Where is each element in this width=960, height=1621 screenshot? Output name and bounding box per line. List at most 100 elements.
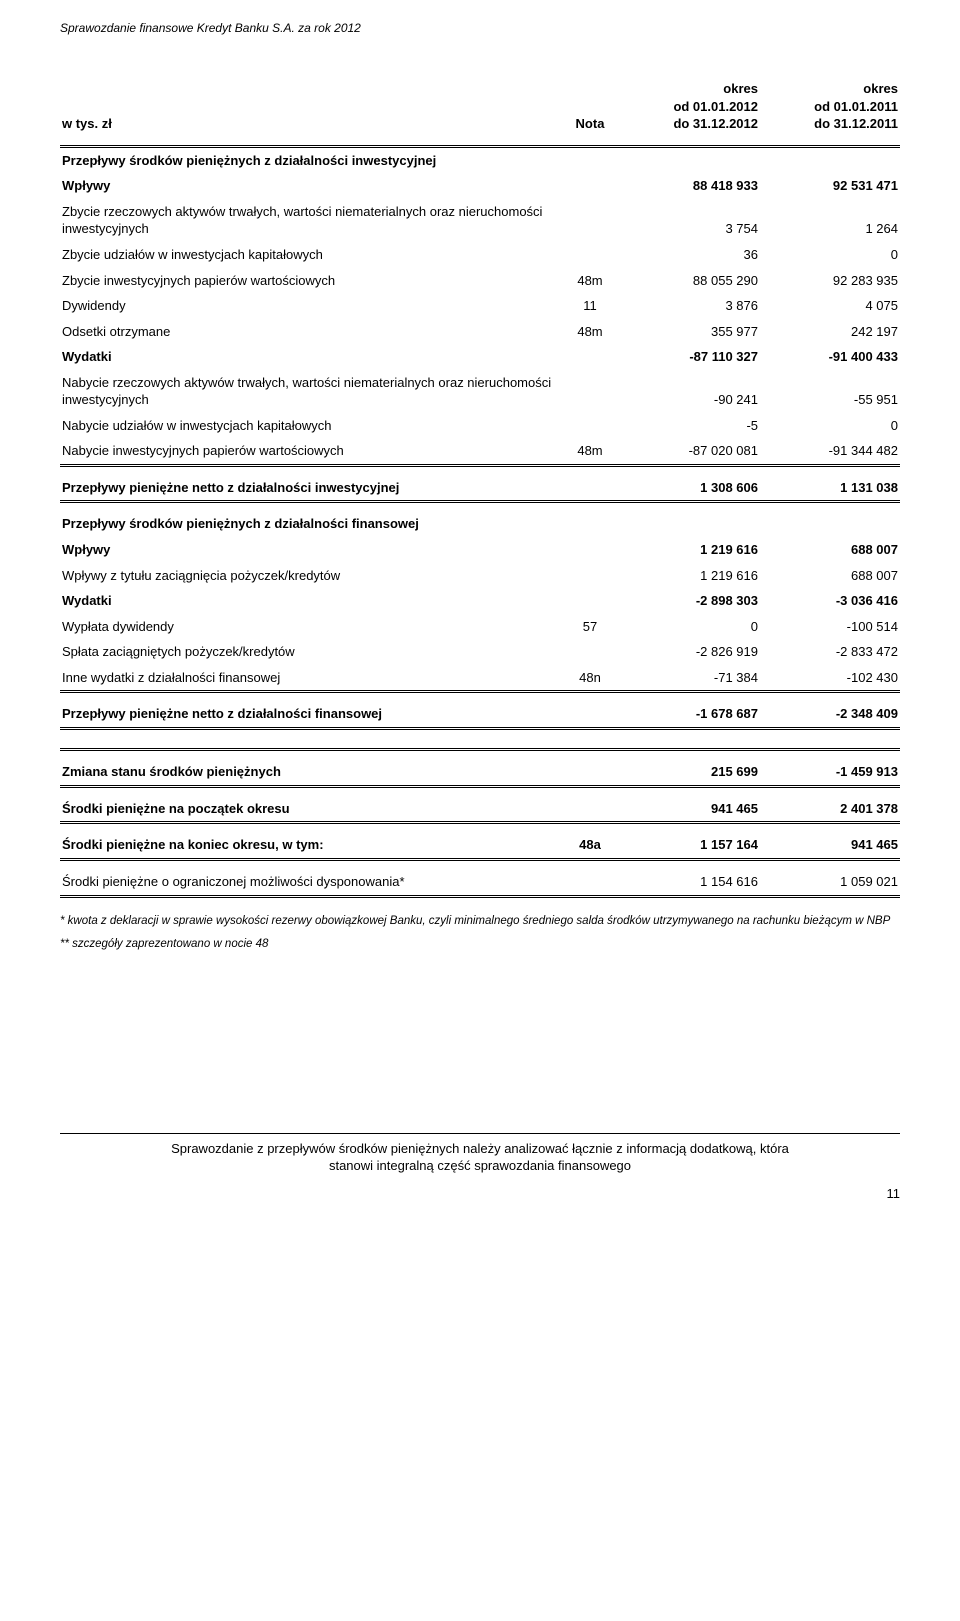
row-nota: 48m: [560, 319, 620, 345]
row-label: Zbycie udziałów w inwestycjach kapitałow…: [60, 242, 560, 268]
table-row: Środki pieniężne na początek okresu 941 4…: [60, 796, 900, 823]
row-nota: [560, 869, 620, 896]
row-label: Odsetki otrzymane: [60, 319, 560, 345]
row-value-1: 1 157 164: [620, 832, 760, 859]
row-value-1: -71 384: [620, 665, 760, 692]
table-row: Odsetki otrzymane48m355 977242 197: [60, 319, 900, 345]
row-nota: [560, 563, 620, 589]
row-value-1: 941 465: [620, 796, 760, 823]
row-nota: [560, 639, 620, 665]
row-value-1: 0: [620, 614, 760, 640]
row-nota: [560, 413, 620, 439]
row-value-1: 88 055 290: [620, 268, 760, 294]
row-value-1: -87 110 327: [620, 344, 760, 370]
row-value-1: 215 699: [620, 759, 760, 786]
footer-line2: stanowi integralną część sprawozdania fi…: [60, 1157, 900, 1175]
table-row: Inne wydatki z działalności finansowej48…: [60, 665, 900, 692]
table-row: Przepływy środków pieniężnych z działaln…: [60, 146, 900, 173]
row-value-2: -102 430: [760, 665, 900, 692]
row-value-1: 88 418 933: [620, 173, 760, 199]
period1-l1: okres: [723, 81, 758, 96]
row-value-1: 1 308 606: [620, 475, 760, 502]
row-nota: 48n: [560, 665, 620, 692]
table-row: Dywidendy113 8764 075: [60, 293, 900, 319]
row-value-2: -55 951: [760, 370, 900, 413]
row-value-1: 1 219 616: [620, 537, 760, 563]
row-value-2: 92 531 471: [760, 173, 900, 199]
table-row: Przepływy pieniężne netto z działalności…: [60, 701, 900, 728]
header-col1: w tys. zł: [62, 116, 112, 131]
row-value-2: [760, 146, 900, 173]
row-nota: [560, 537, 620, 563]
row-nota: 48m: [560, 438, 620, 465]
cashflow-table: w tys. zł Nota okres od 01.01.2012 do 31…: [60, 76, 900, 905]
row-label: Przepływy środków pieniężnych z działaln…: [60, 511, 560, 537]
row-value-1: -5: [620, 413, 760, 439]
row-label: Wydatki: [60, 344, 560, 370]
period2-l1: okres: [863, 81, 898, 96]
footer-line1: Sprawozdanie z przepływów środków pienię…: [60, 1140, 900, 1158]
row-nota: [560, 511, 620, 537]
footnote-1: * kwota z deklaracji w sprawie wysokości…: [60, 914, 900, 930]
table-row: Zbycie inwestycyjnych papierów wartościo…: [60, 268, 900, 294]
row-value-1: 1 219 616: [620, 563, 760, 589]
period1-l3: do 31.12.2012: [673, 116, 758, 131]
row-value-2: 0: [760, 413, 900, 439]
row-value-1: -1 678 687: [620, 701, 760, 728]
row-value-2: -1 459 913: [760, 759, 900, 786]
row-label: Przepływy pieniężne netto z działalności…: [60, 701, 560, 728]
table-row: Środki pieniężne na koniec okresu, w tym…: [60, 832, 900, 859]
row-value-1: -87 020 081: [620, 438, 760, 465]
row-label: Wpływy: [60, 173, 560, 199]
row-value-2: -2 833 472: [760, 639, 900, 665]
row-nota: [560, 796, 620, 823]
row-value-1: -2 826 919: [620, 639, 760, 665]
row-label: Zbycie rzeczowych aktywów trwałych, wart…: [60, 199, 560, 242]
row-value-1: [620, 146, 760, 173]
row-value-1: -2 898 303: [620, 588, 760, 614]
row-label: Dywidendy: [60, 293, 560, 319]
table-row: Nabycie rzeczowych aktywów trwałych, war…: [60, 370, 900, 413]
period2-l2: od 01.01.2011: [814, 99, 898, 114]
row-value-2: -3 036 416: [760, 588, 900, 614]
row-label: Spłata zaciągniętych pożyczek/kredytów: [60, 639, 560, 665]
table-row: Przepływy pieniężne netto z działalności…: [60, 475, 900, 502]
row-value-2: -100 514: [760, 614, 900, 640]
row-nota: 11: [560, 293, 620, 319]
period1-l2: od 01.01.2012: [673, 99, 758, 114]
table-row: Nabycie udziałów w inwestycjach kapitało…: [60, 413, 900, 439]
row-label: Środki pieniężne na początek okresu: [60, 796, 560, 823]
row-value-2: 688 007: [760, 563, 900, 589]
row-value-2: 688 007: [760, 537, 900, 563]
row-value-1: [620, 511, 760, 537]
row-value-1: 1 154 616: [620, 869, 760, 896]
row-value-2: [760, 511, 900, 537]
row-value-1: 36: [620, 242, 760, 268]
row-nota: [560, 701, 620, 728]
footnote-2: ** szczegóły zaprezentowano w nocie 48: [60, 937, 900, 953]
row-label: Wpływy z tytułu zaciągnięcia pożyczek/kr…: [60, 563, 560, 589]
row-label: Nabycie udziałów w inwestycjach kapitało…: [60, 413, 560, 439]
row-value-1: -90 241: [620, 370, 760, 413]
table-row: Przepływy środków pieniężnych z działaln…: [60, 511, 900, 537]
row-label: Wydatki: [60, 588, 560, 614]
row-value-2: 1 059 021: [760, 869, 900, 896]
table-row: Zbycie rzeczowych aktywów trwałych, wart…: [60, 199, 900, 242]
table-row: Wydatki-87 110 327-91 400 433: [60, 344, 900, 370]
row-value-2: 2 401 378: [760, 796, 900, 823]
row-nota: [560, 588, 620, 614]
table-row: Zbycie udziałów w inwestycjach kapitałow…: [60, 242, 900, 268]
row-nota: [560, 199, 620, 242]
table-row: Zmiana stanu środków pieniężnych215 699-…: [60, 759, 900, 786]
row-nota: [560, 242, 620, 268]
row-label: Wpływy: [60, 537, 560, 563]
row-nota: [560, 370, 620, 413]
row-nota: [560, 759, 620, 786]
row-nota: 57: [560, 614, 620, 640]
table-row: Wpływy 1 219 616688 007: [60, 537, 900, 563]
table-row: Wpływy z tytułu zaciągnięcia pożyczek/kr…: [60, 563, 900, 589]
row-value-2: -2 348 409: [760, 701, 900, 728]
table-row: Wpływy 88 418 93392 531 471: [60, 173, 900, 199]
table-row: Wydatki -2 898 303-3 036 416: [60, 588, 900, 614]
row-value-2: 92 283 935: [760, 268, 900, 294]
